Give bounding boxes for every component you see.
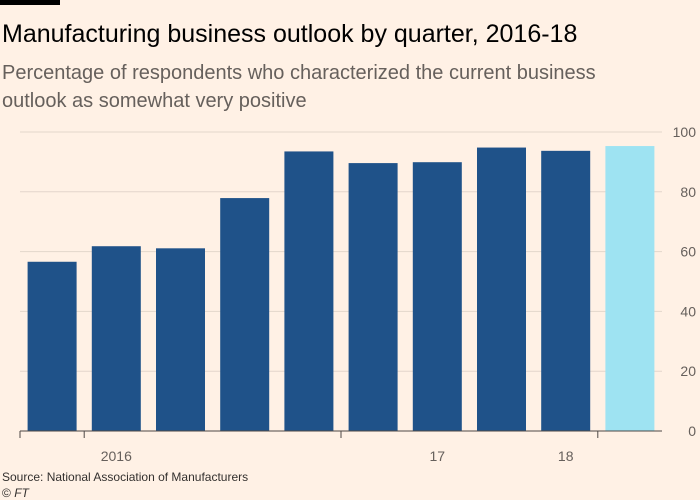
y-tick-label: 0 bbox=[688, 423, 696, 439]
bar-2017-q4 bbox=[477, 147, 526, 431]
bar-2017-q2 bbox=[348, 163, 398, 431]
x-tick-label: 17 bbox=[430, 448, 446, 464]
bar-chart: 0 20 40 60 80 100 2016 17 18 bbox=[19, 124, 697, 464]
bar-2017-q1 bbox=[284, 151, 334, 431]
x-tick-label: 18 bbox=[558, 448, 574, 464]
y-tick-label: 60 bbox=[680, 244, 696, 260]
bar-2017-q3 bbox=[412, 162, 462, 431]
bar-2018-q2 bbox=[605, 146, 655, 432]
bar-2016-q2 bbox=[91, 246, 141, 431]
chart-title: Manufacturing business outlook by quarte… bbox=[2, 20, 578, 48]
y-tick-label: 100 bbox=[673, 124, 697, 140]
copyright-symbol: © bbox=[2, 486, 11, 500]
bar-2018-q1 bbox=[541, 150, 591, 431]
bar-2016-q4 bbox=[220, 198, 270, 431]
y-tick-label: 20 bbox=[680, 363, 696, 379]
source-note: Source: National Association of Manufact… bbox=[2, 470, 249, 484]
x-tick-label: 2016 bbox=[101, 448, 132, 464]
y-tick-label: 40 bbox=[680, 303, 696, 319]
y-tick-label: 80 bbox=[680, 184, 696, 200]
ft-credit-name: FT bbox=[14, 486, 29, 500]
ft-top-bar bbox=[0, 0, 60, 5]
bar-2016-q3 bbox=[156, 248, 205, 431]
chart-subtitle: Percentage of respondents who characteri… bbox=[2, 62, 596, 112]
bar-2016-q1 bbox=[27, 261, 77, 431]
ft-credit: © FT bbox=[2, 486, 29, 500]
